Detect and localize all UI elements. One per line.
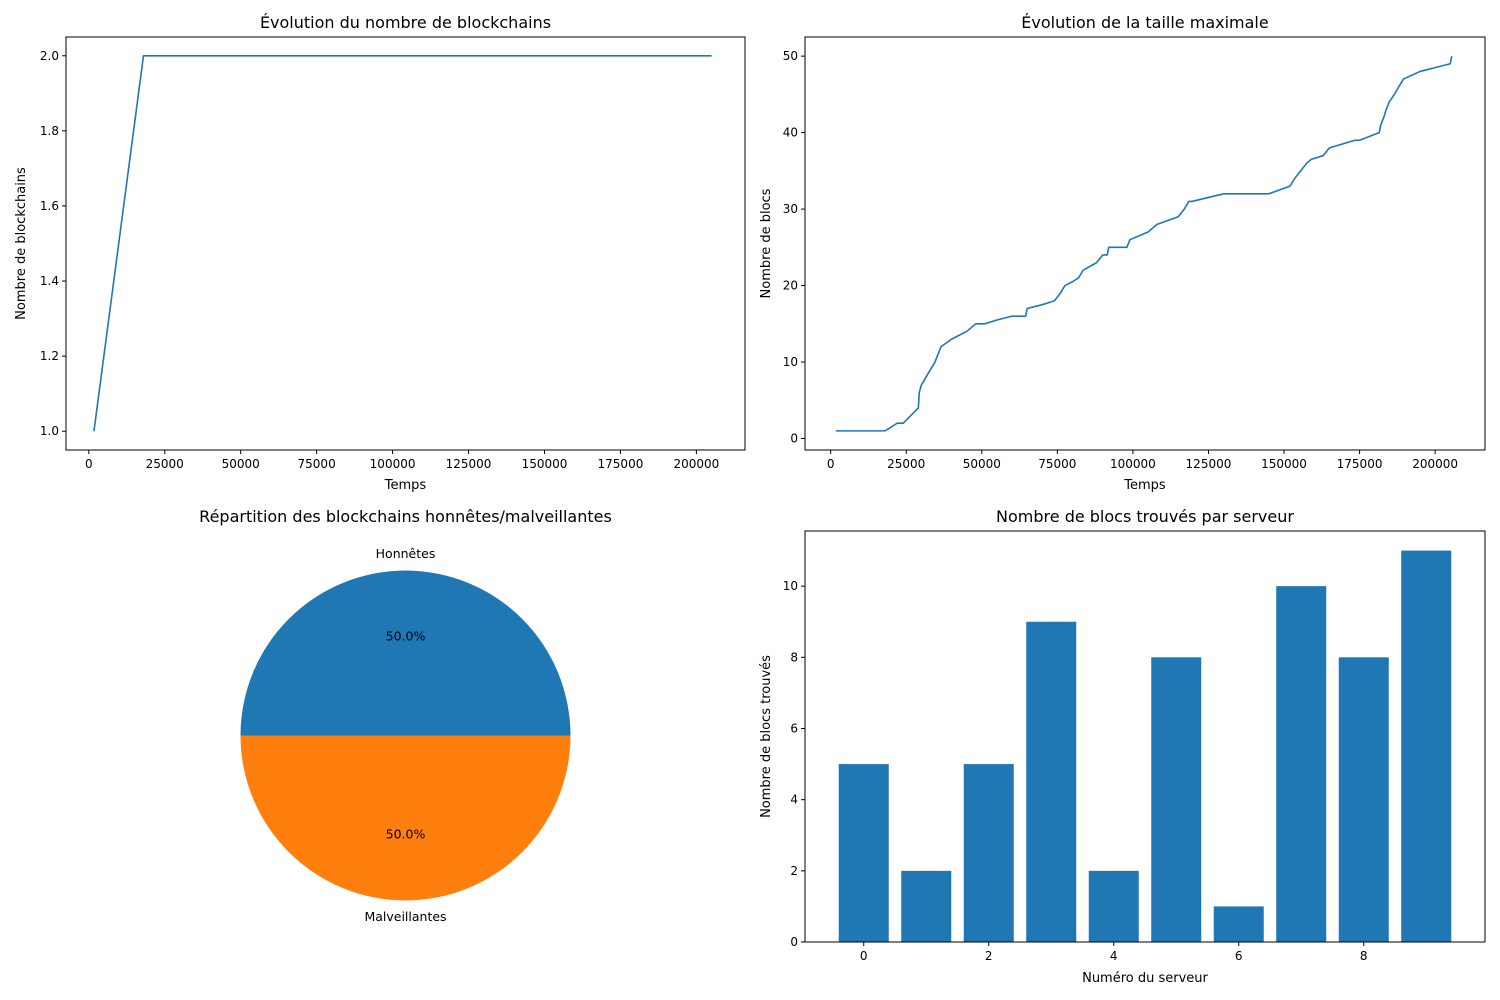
y-tick-label: 10 (783, 579, 798, 593)
x-axis-label: Temps (384, 478, 427, 493)
bar (1026, 621, 1077, 942)
y-tick-label: 4 (790, 793, 798, 807)
x-ticks: 0 25000 50000 75000 100000 125000 150000 175000… (827, 450, 1458, 471)
bar (1401, 550, 1452, 942)
plot-frame (804, 530, 1486, 943)
x-axis-label: Numéro du serveur (1082, 971, 1208, 986)
bar (838, 764, 889, 942)
x-tick-label: 75000 (298, 457, 336, 471)
x-tick-label: 200000 (673, 457, 719, 471)
chart-title: Évolution du nombre de blockchains (260, 13, 551, 32)
pie-category-label: Honnêtes (376, 546, 436, 561)
y-tick-label: 1.4 (40, 274, 59, 288)
y-tick-label: 1.0 (40, 424, 59, 438)
pie-category-label: Malveillantes (364, 909, 446, 924)
series-group (93, 54, 712, 432)
y-tick-label: 0 (790, 935, 798, 949)
bars-group (838, 550, 1452, 942)
chart-honest-malicious-pie: Répartition des blockchains honnêtes/mal… (199, 507, 612, 924)
chart-title: Évolution de la taille maximale (1021, 13, 1268, 32)
y-tick-label: 0 (790, 432, 798, 446)
y-tick-label: 30 (783, 202, 798, 216)
x-tick-label: 0 (860, 949, 868, 963)
y-tick-label: 1.2 (40, 349, 59, 363)
series-line (835, 55, 1453, 432)
y-tick-label: 1.6 (40, 199, 59, 213)
y-ticks: 0 10 20 30 40 50 (783, 49, 805, 446)
x-tick-label: 8 (1360, 949, 1368, 963)
x-tick-label: 150000 (1261, 457, 1307, 471)
x-tick-label: 150000 (522, 457, 568, 471)
bar (1151, 657, 1202, 942)
y-axis-label: Nombre de blockchains (14, 167, 29, 320)
bar (963, 764, 1014, 942)
x-tick-label: 6 (1235, 949, 1243, 963)
x-tick-label: 125000 (1186, 457, 1232, 471)
pie-slices (240, 570, 571, 901)
y-tick-label: 40 (783, 126, 798, 140)
chart-title: Répartition des blockchains honnêtes/mal… (199, 507, 612, 526)
x-tick-label: 175000 (598, 457, 644, 471)
y-ticks: 0 2 4 6 8 10 (783, 579, 805, 949)
x-tick-label: 125000 (446, 457, 492, 471)
x-tick-label: 0 (85, 457, 93, 471)
y-axis-label: Nombre de blocs (759, 188, 774, 298)
y-tick-label: 2.0 (40, 49, 59, 63)
x-tick-label: 50000 (963, 457, 1001, 471)
plot-frame (804, 36, 1486, 451)
y-axis-label: Nombre de blocs trouvés (759, 655, 774, 818)
pie-percent-label: 50.0% (386, 827, 426, 842)
x-tick-label: 200000 (1412, 457, 1458, 471)
y-tick-label: 1.8 (40, 124, 59, 138)
x-tick-label: 175000 (1337, 457, 1383, 471)
x-ticks: 0 25000 50000 75000 100000 125000 150000 175000… (85, 450, 719, 471)
y-tick-label: 6 (790, 721, 798, 735)
bar (901, 870, 952, 942)
plot-frame (65, 36, 746, 451)
chart-blocks-per-server: Nombre de blocs trouvés par serveur 0 2 4 6… (759, 507, 1486, 986)
bar (1338, 657, 1389, 942)
x-tick-label: 25000 (887, 457, 925, 471)
y-tick-label: 8 (790, 650, 798, 664)
pie-slice (240, 735, 571, 901)
series-line (93, 54, 712, 432)
chart-title: Nombre de blocs trouvés par serveur (996, 507, 1294, 526)
x-tick-label: 0 (827, 457, 835, 471)
x-ticks: 0 2 4 6 8 (860, 942, 1368, 963)
x-tick-label: 100000 (1110, 457, 1156, 471)
x-tick-label: 2 (985, 949, 993, 963)
x-tick-label: 4 (1110, 949, 1118, 963)
x-tick-label: 25000 (146, 457, 184, 471)
y-tick-label: 2 (790, 864, 798, 878)
x-axis-label: Temps (1123, 478, 1166, 493)
bar (1213, 906, 1264, 942)
y-tick-label: 10 (783, 355, 798, 369)
pie-labels: 50.0% Honnêtes 50.0% Malveillantes (364, 546, 446, 924)
chart-max-size: Évolution de la taille maximale 0 25000 50… (759, 13, 1486, 493)
bar (1088, 870, 1139, 942)
x-tick-label: 50000 (222, 457, 260, 471)
pie-slice (240, 570, 571, 736)
x-tick-label: 100000 (370, 457, 416, 471)
chart-blockchain-count: Évolution du nombre de blockchains 0 2500… (14, 13, 746, 493)
series-group (835, 55, 1453, 432)
y-ticks: 1.0 1.2 1.4 1.6 1.8 2.0 (40, 49, 66, 438)
bar (1276, 586, 1327, 942)
y-tick-label: 20 (783, 279, 798, 293)
x-tick-label: 75000 (1038, 457, 1076, 471)
pie-percent-label: 50.0% (386, 629, 426, 644)
y-tick-label: 50 (783, 49, 798, 63)
